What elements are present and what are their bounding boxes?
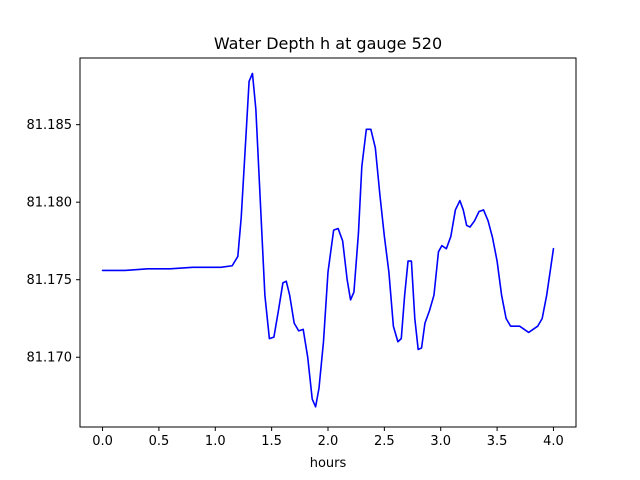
x-tick-label: 4.0 — [543, 434, 564, 449]
y-tick-label: 81.185 — [27, 118, 73, 133]
x-tick-label: 0.5 — [149, 434, 170, 449]
y-tick-label: 81.180 — [27, 196, 73, 211]
x-axis-label: hours — [310, 456, 347, 471]
x-tick-label: 3.0 — [430, 434, 451, 449]
x-tick-label: 2.5 — [374, 434, 395, 449]
plot-layer — [101, 72, 555, 408]
x-tick-label: 2.0 — [318, 434, 339, 449]
x-tick-label: 0.0 — [92, 434, 113, 449]
y-axis: 81.170 81.175 81.180 81.185 — [27, 118, 80, 366]
x-tick-label: 1.0 — [205, 434, 226, 449]
plot-frame — [79, 57, 577, 428]
y-tick-label: 81.175 — [27, 273, 73, 288]
x-axis: 0.0 0.5 1.0 1.5 2.0 2.5 3.0 3.5 4.0 — [92, 427, 564, 449]
chart-title: Water Depth h at gauge 520 — [214, 34, 442, 53]
y-tick-label: 81.170 — [27, 351, 73, 366]
x-tick-label: 1.5 — [261, 434, 282, 449]
x-tick-label: 3.5 — [487, 434, 508, 449]
series-line-1 — [101, 72, 555, 408]
